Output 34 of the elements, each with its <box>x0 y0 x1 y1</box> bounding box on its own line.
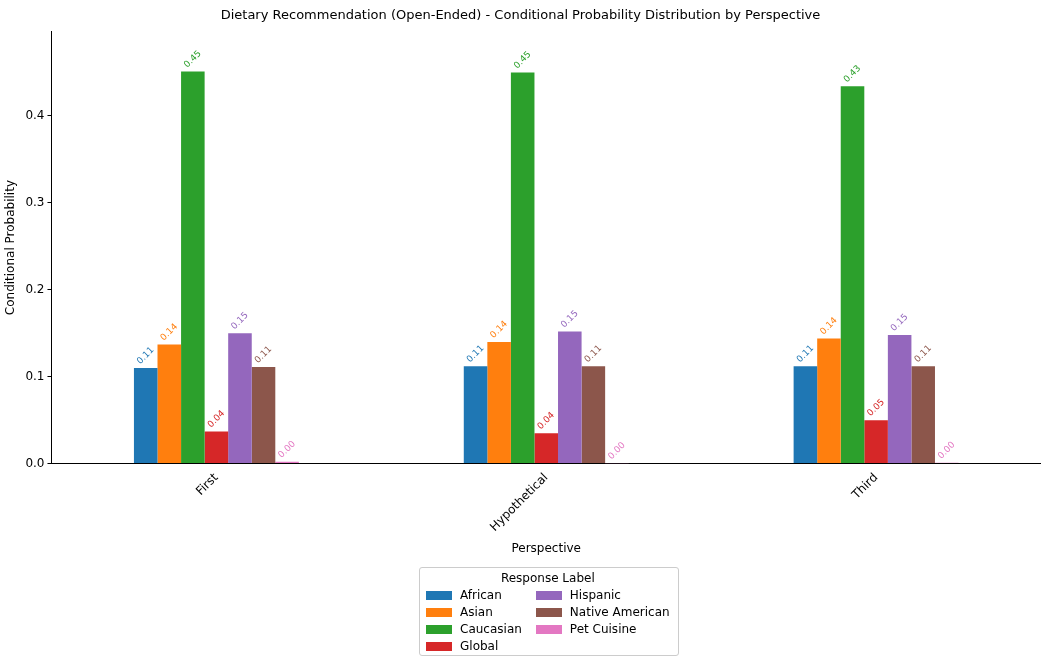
bar <box>840 86 865 464</box>
y-tick-label: 0.1 <box>25 368 45 383</box>
bar <box>463 366 488 464</box>
bar <box>817 338 841 464</box>
bar <box>911 366 935 464</box>
bar <box>133 367 158 464</box>
bar <box>204 431 229 464</box>
bar <box>228 333 252 464</box>
chart-title: Dietary Recommendation (Open-Ended) - Conditional Probability Distribution by Perspective <box>220 7 821 23</box>
bar <box>251 367 276 464</box>
bar <box>864 420 888 464</box>
y-tick-label: 0.4 <box>25 108 45 123</box>
y-tick-label: 0.3 <box>25 194 45 209</box>
bar <box>887 334 912 464</box>
bar <box>558 331 582 464</box>
y-tick-label: 0.0 <box>25 455 45 470</box>
legend-label: African <box>460 588 502 602</box>
legend-label: Asian <box>460 605 493 619</box>
bar <box>534 433 559 464</box>
y-axis-title: Conditional Probability <box>3 180 18 316</box>
legend-label: Global <box>460 639 499 653</box>
bar <box>581 366 606 464</box>
legend-label: Native American <box>569 605 670 619</box>
legend-title: Response Label <box>499 571 596 585</box>
legend-label: Pet Cuisine <box>569 622 637 636</box>
bar <box>157 344 182 464</box>
bar <box>510 72 535 464</box>
x-axis-title: Perspective <box>511 540 581 555</box>
legend-label: Hispanic <box>569 588 621 602</box>
bar <box>793 366 818 464</box>
y-tick-label: 0.2 <box>25 281 45 296</box>
bar <box>181 71 205 464</box>
legend-label: Caucasian <box>460 622 522 636</box>
bar <box>487 341 511 464</box>
